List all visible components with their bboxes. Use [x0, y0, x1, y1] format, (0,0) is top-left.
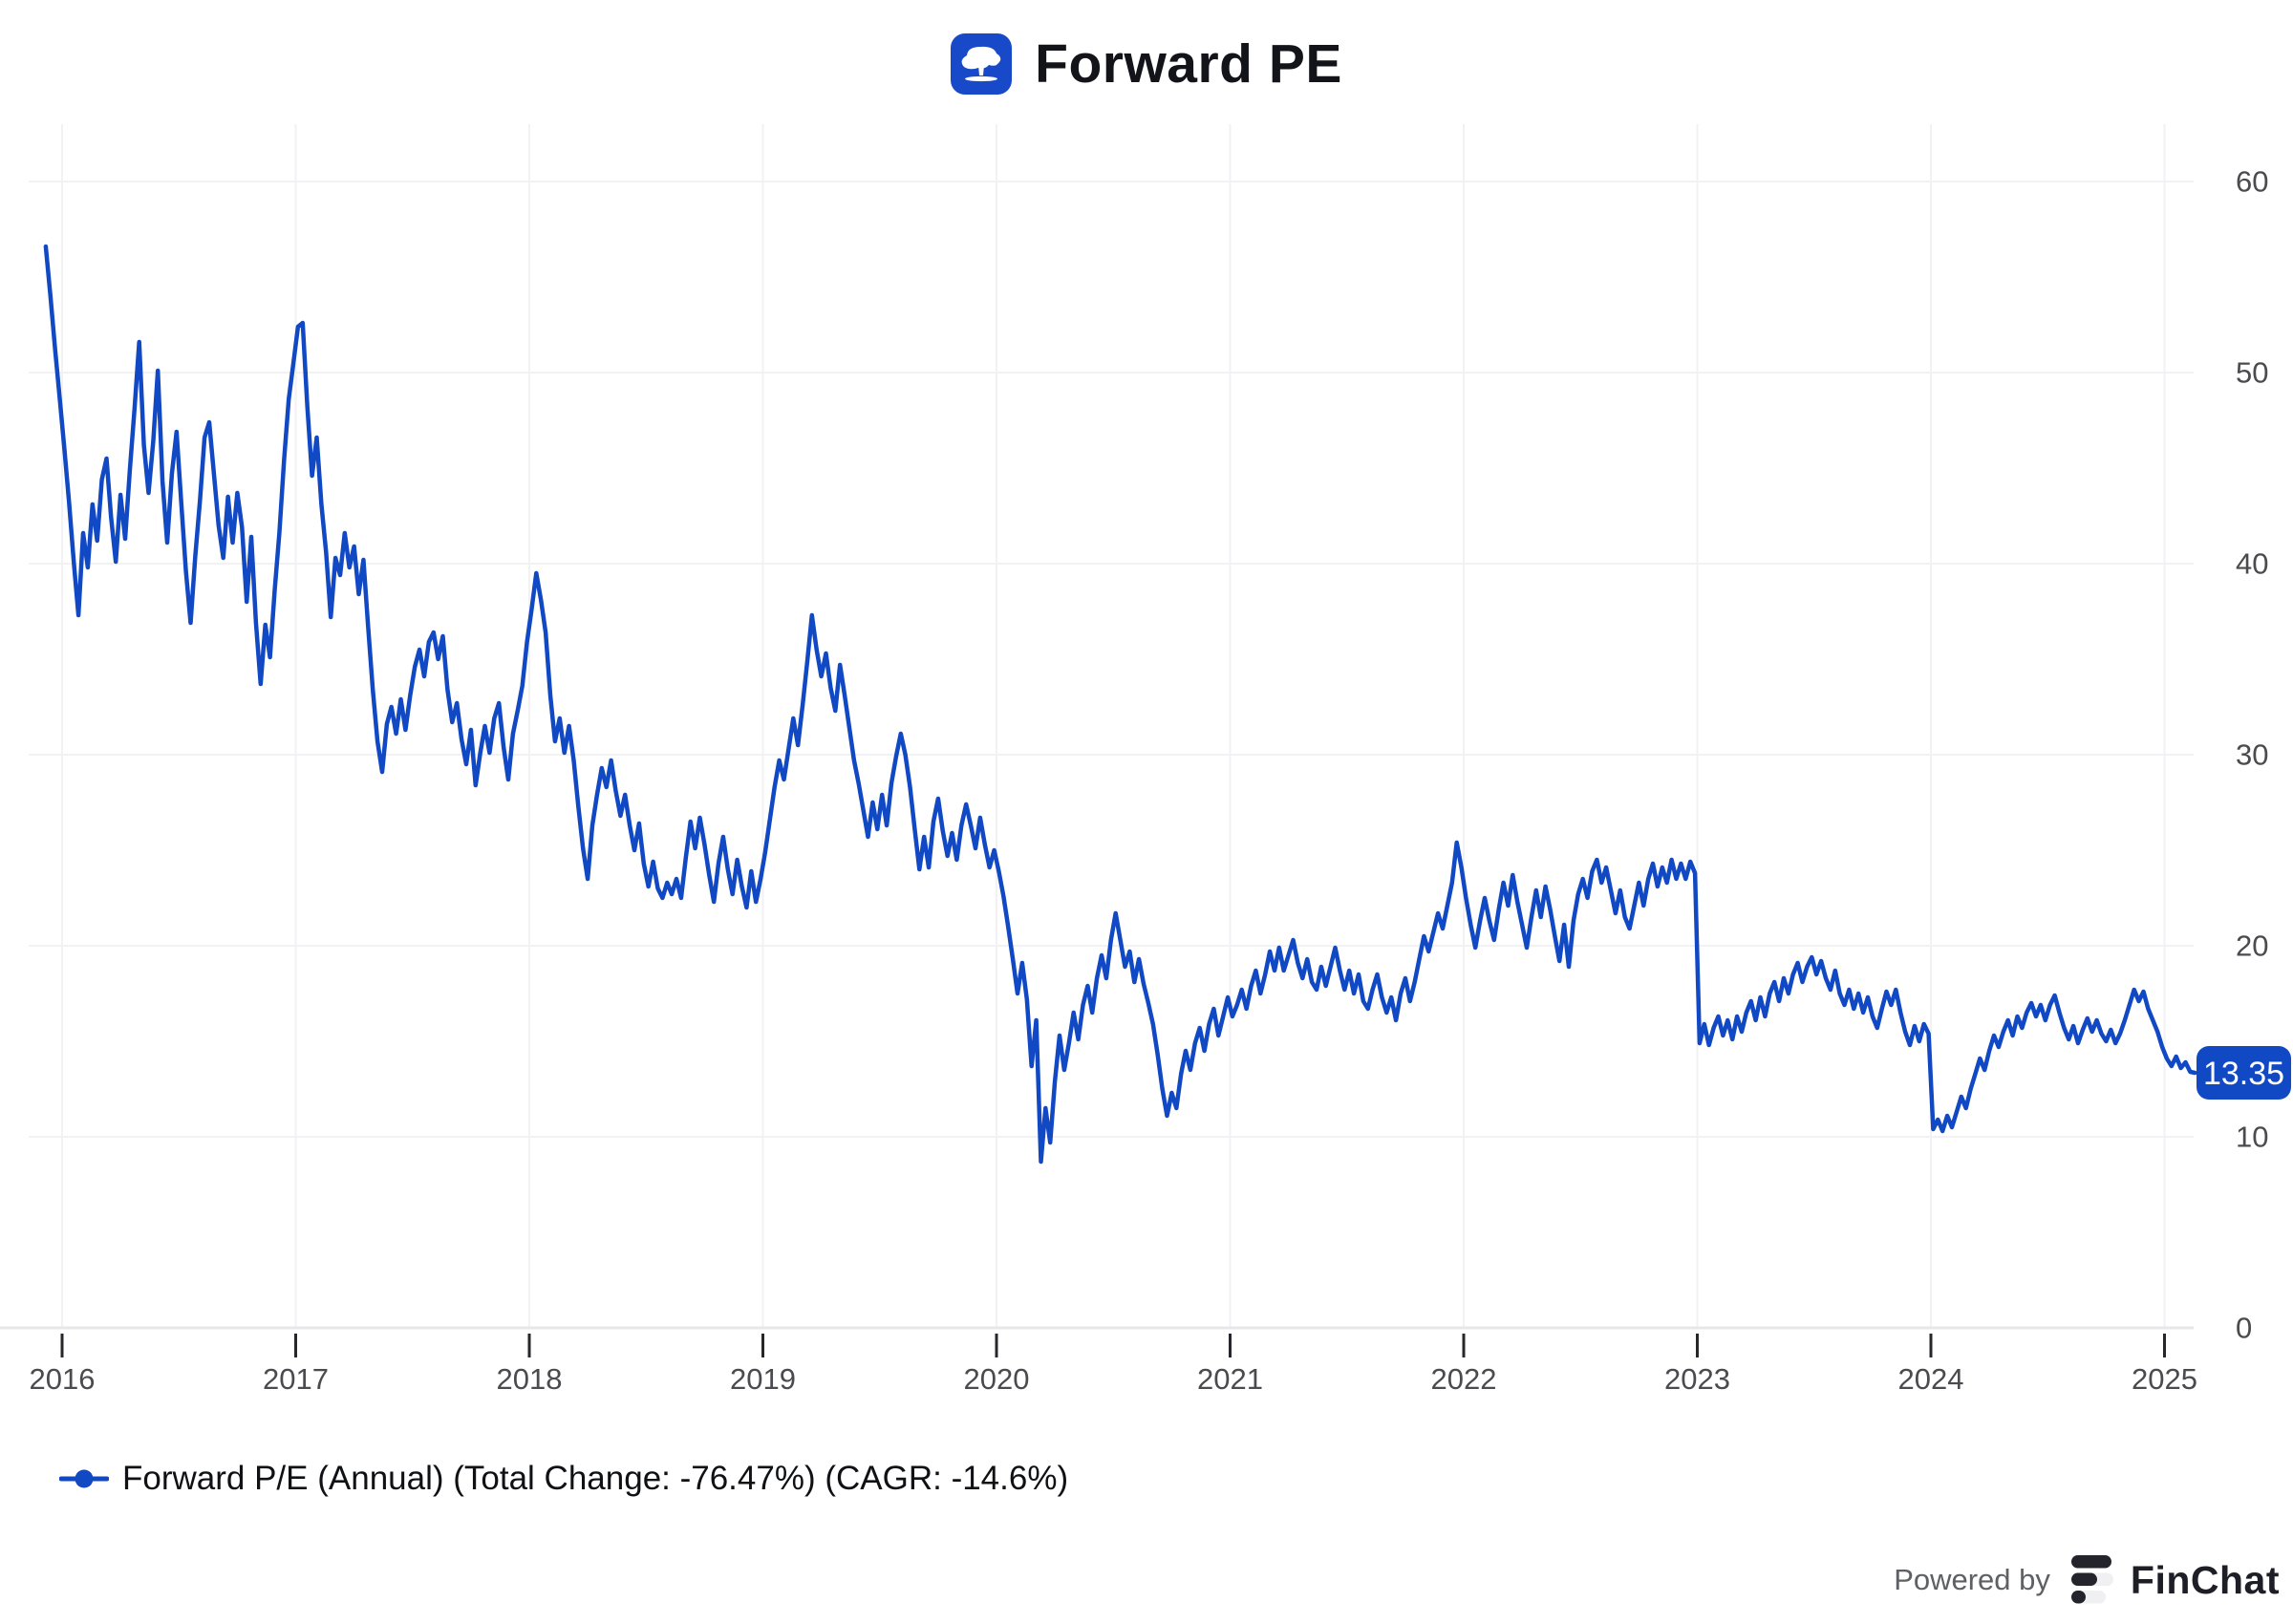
branding-footer: Powered by FinChat — [1894, 1549, 2280, 1611]
y-axis-label-30: 30 — [2236, 738, 2268, 772]
finchat-f-logo-icon — [2070, 1555, 2113, 1604]
x-axis-label-2021: 2021 — [1197, 1362, 1263, 1396]
current-value-badge — [2197, 1046, 2291, 1100]
legend-marker-icon — [59, 1469, 109, 1488]
x-axis-label-2024: 2024 — [1898, 1362, 1964, 1396]
y-axis-label-0: 0 — [2236, 1312, 2252, 1345]
current-value-badge-text: 13.35 — [2203, 1056, 2284, 1092]
finchat-tree-icon — [951, 33, 1013, 95]
y-axis-label-50: 50 — [2236, 356, 2268, 390]
y-axis-label-10: 10 — [2236, 1121, 2268, 1154]
page-title: Forward PE — [1035, 33, 1342, 95]
legend-label: Forward P/E (Annual) (Total Change: -76.… — [122, 1460, 1069, 1497]
x-axis-label-2020: 2020 — [964, 1362, 1030, 1396]
y-axis-label-40: 40 — [2236, 547, 2268, 581]
powered-by-label: Powered by — [1894, 1563, 2050, 1596]
series-line-forward-pe[interactable] — [43, 244, 2197, 1165]
x-axis-label-2017: 2017 — [263, 1362, 329, 1396]
x-axis-label-2022: 2022 — [1431, 1362, 1497, 1396]
legend-item-forward-pe[interactable]: Forward P/E (Annual) (Total Change: -76.… — [59, 1450, 1068, 1507]
brand-name: FinChat — [2130, 1557, 2280, 1602]
x-axis-label-2016: 2016 — [30, 1362, 96, 1396]
chart-header: Forward PE — [0, 32, 2293, 96]
y-axis-label-20: 20 — [2236, 930, 2268, 963]
x-axis-label-2025: 2025 — [2132, 1362, 2197, 1396]
x-axis-label-2019: 2019 — [730, 1362, 796, 1396]
y-axis-label-60: 60 — [2236, 165, 2268, 199]
x-axis-label-2018: 2018 — [497, 1362, 563, 1396]
x-axis-label-2023: 2023 — [1664, 1362, 1730, 1396]
